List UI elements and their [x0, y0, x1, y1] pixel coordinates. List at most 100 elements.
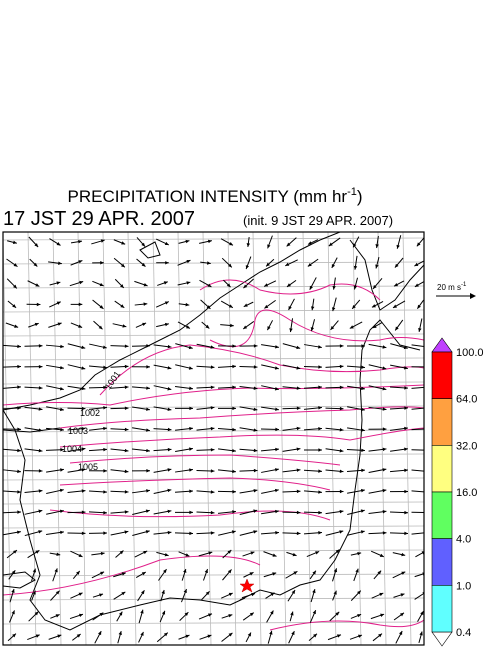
grid-line [77, 232, 87, 645]
wind-vector-head [417, 304, 421, 309]
wind-vector-head [78, 324, 83, 328]
wind-vector-head [253, 509, 258, 513]
grid-line [302, 232, 312, 645]
wind-vector-head [38, 509, 43, 513]
wind-vector-head [17, 385, 21, 389]
wind-vector-head [78, 239, 82, 244]
wind-vector-head [394, 263, 399, 268]
wind-vector-head [296, 447, 301, 451]
wind-vector-head [11, 610, 15, 615]
wind-vector-head [98, 631, 102, 636]
wind-vector-head [249, 572, 254, 576]
wind-vector-head [143, 550, 148, 555]
wind-vector-head [12, 240, 17, 245]
grid-line [402, 232, 412, 645]
wind-vector-head [403, 366, 408, 370]
grid-line [3, 597, 424, 601]
wind-vector-head [81, 366, 86, 370]
wind-vector-head [122, 324, 127, 328]
wind-vector-head [275, 427, 279, 432]
wind-vector-head [145, 509, 150, 513]
wind-vector-head [167, 344, 172, 349]
wind-vector-head [353, 265, 358, 270]
wind-vector-head [120, 263, 125, 268]
wind-vector-head [38, 469, 43, 473]
grid-line [152, 232, 162, 645]
wind-vector [411, 344, 424, 347]
wind-vector-head [103, 510, 107, 515]
wind-vector-head [318, 406, 322, 410]
wind-vector-head [335, 611, 340, 616]
wind-vector-head [35, 634, 40, 638]
wind-vector-head [167, 447, 172, 452]
wind-vector-head [161, 590, 165, 594]
wind-vector-head [121, 591, 126, 596]
wind-vector-head [189, 468, 193, 472]
wind-vector-head [339, 364, 344, 369]
wind-vector-head [404, 489, 408, 494]
wind-vector-head [426, 470, 430, 473]
wind-vector-head [140, 631, 144, 636]
wind-vector-head [339, 530, 344, 534]
wind-vector-head [103, 469, 107, 473]
wind-vector-head [57, 634, 62, 638]
wind-vector-head [360, 530, 365, 534]
wind-vector-head [243, 303, 248, 307]
wind-vector-head [103, 426, 107, 431]
wind-vector-head [382, 531, 387, 535]
grid-line [102, 232, 112, 645]
wind-vector-head [11, 570, 16, 575]
wind-vector-head [59, 387, 64, 391]
wind-vector-head [398, 630, 403, 635]
wind-vector-head [339, 489, 344, 494]
wind-vector-head [78, 553, 83, 557]
wind-vector-head [76, 633, 81, 638]
coastlines [3, 232, 424, 631]
wind-vector-head [264, 304, 269, 309]
wind-vector-head [81, 489, 86, 493]
coastline [3, 427, 61, 433]
wind-vector-head [318, 427, 322, 431]
grid-line [3, 477, 424, 481]
wind-vector-head [426, 365, 430, 368]
wind-vector-head [142, 322, 147, 327]
wind-vector-head [78, 260, 83, 264]
wind-vector [411, 428, 424, 431]
wind-vector-head [210, 385, 215, 390]
isobar [209, 309, 424, 348]
wind-vector-head [124, 510, 129, 514]
wind-vector-head [100, 571, 105, 575]
wind-vector-head [38, 489, 43, 493]
colorbar-label: 32.0 [456, 440, 477, 452]
wind-vector [411, 407, 424, 410]
wind-vector-head [226, 283, 231, 288]
wind-vector-head [372, 324, 377, 328]
isobar [99, 344, 424, 396]
wind-vector-head [13, 284, 17, 289]
wind-vector-head [210, 510, 215, 515]
wind-vector-head [140, 609, 144, 614]
isobar [3, 384, 424, 406]
wind-vector-head [121, 572, 126, 576]
wind-vector-head [124, 385, 129, 389]
reference-vector-text: 20 m s [437, 283, 461, 292]
title-superscript: -1 [347, 186, 357, 198]
wind-vector-head [12, 633, 16, 638]
wind-vector-head [426, 490, 430, 493]
coastline [3, 571, 36, 589]
wind-vector-head [79, 613, 83, 618]
wind-vector-head [17, 490, 21, 494]
wind-vector-head [426, 511, 430, 514]
wind-vector-head [377, 570, 382, 575]
wind-vector-head [184, 612, 189, 616]
wind-vector-head [100, 261, 104, 265]
colorbar-segment [431, 351, 453, 399]
wind-vector-head [124, 469, 129, 474]
wind-vector-head [55, 614, 60, 618]
wind-vector-head [124, 448, 129, 453]
wind-vector-head [404, 468, 408, 473]
wind-vector-head [163, 281, 168, 285]
wind-vector-head [102, 345, 107, 349]
wind-vector-head [318, 490, 322, 494]
wind-vector-head [289, 328, 293, 333]
